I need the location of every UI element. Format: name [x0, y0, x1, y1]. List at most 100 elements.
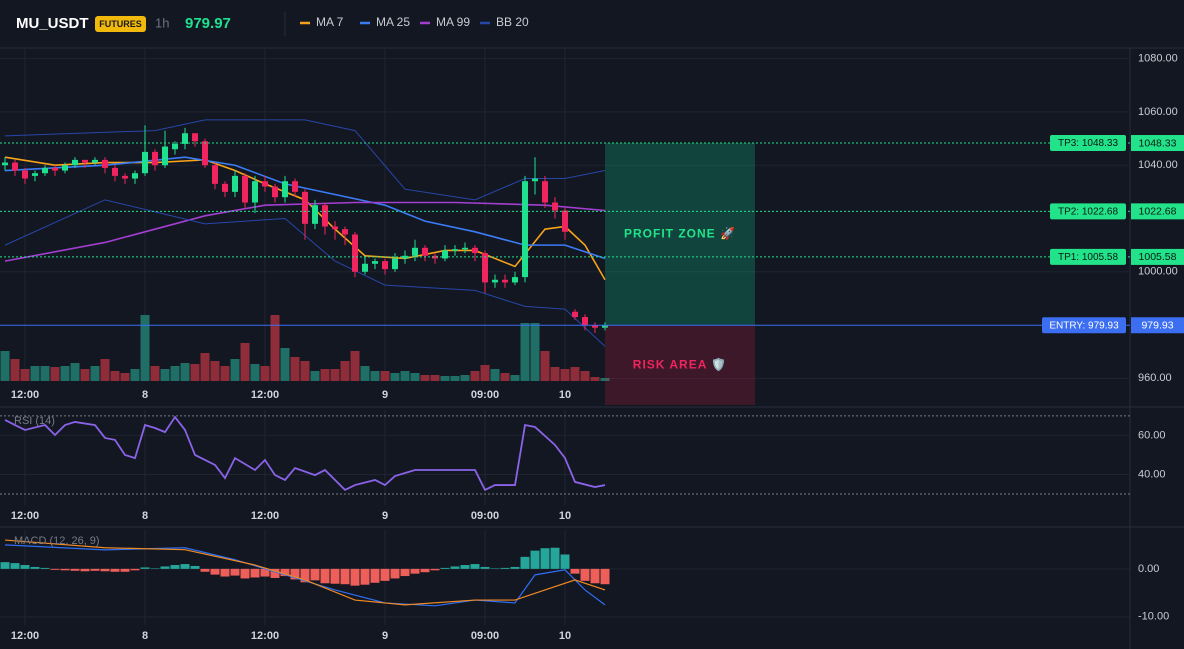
y-tick-label: 1080.00 — [1138, 53, 1178, 65]
volume-bar — [300, 361, 310, 381]
x-tick-label: 12:00 — [11, 630, 39, 642]
histogram-bar — [250, 568, 260, 578]
candle-body — [342, 229, 348, 235]
candle-body — [242, 175, 248, 203]
volume-bar — [440, 376, 450, 381]
histogram-bar — [510, 566, 520, 569]
volume-bar — [420, 375, 430, 381]
candle-body — [382, 261, 388, 270]
axis-tag: 1022.68 — [1139, 206, 1177, 218]
pane-title: MACD (12, 26, 9) — [14, 535, 100, 547]
volume-bar — [150, 366, 160, 381]
volume-bar — [90, 366, 100, 381]
volume-bar — [500, 373, 510, 381]
histogram-bar — [370, 568, 380, 583]
profit-zone-label: PROFIT ZONE 🚀 — [624, 226, 736, 240]
badge-bg — [95, 16, 146, 32]
indicator-line — [4, 156, 606, 260]
candle-body — [372, 261, 378, 264]
y-tick-label: 960.00 — [1138, 372, 1172, 384]
candle-body — [282, 181, 288, 198]
histogram-bar — [320, 568, 330, 584]
volume-bar — [30, 366, 40, 381]
candle-body — [162, 146, 168, 166]
candle-body — [212, 165, 218, 184]
histogram-bar — [190, 565, 200, 569]
volume-bar — [430, 375, 440, 381]
last-price: 979.97 — [185, 15, 231, 32]
histogram-bar — [300, 568, 310, 583]
candle-body — [392, 258, 398, 270]
volume-bar — [600, 378, 610, 381]
x-tick-label: 9 — [382, 630, 388, 642]
y-tick-label: 1000.00 — [1138, 266, 1178, 278]
legend-label: MA 7 — [316, 15, 344, 29]
histogram-bar — [460, 565, 470, 569]
candle-body — [452, 249, 458, 251]
histogram-bar — [400, 568, 410, 577]
symbol: MU_USDT — [16, 15, 89, 32]
level-tag: ENTRY: 979.93 — [1049, 320, 1119, 331]
candle-body — [502, 279, 508, 283]
volume-bar — [380, 371, 390, 381]
histogram-bar — [20, 565, 30, 569]
candle-body — [252, 181, 258, 203]
x-tick-label: 09:00 — [471, 510, 499, 522]
legend-label: BB 20 — [496, 15, 529, 29]
histogram-bar — [410, 568, 420, 574]
x-tick-label: 12:00 — [11, 389, 39, 401]
x-tick-label: 09:00 — [471, 630, 499, 642]
histogram-bar — [80, 568, 90, 572]
volume-bar — [70, 363, 80, 381]
histogram-bar — [530, 550, 540, 569]
x-tick-label: 9 — [382, 510, 388, 522]
histogram-bar — [520, 556, 530, 569]
candle-body — [132, 173, 138, 179]
histogram-bar — [350, 568, 360, 586]
volume-bar — [530, 323, 540, 381]
x-tick-label: 8 — [142, 510, 148, 522]
candle-body — [552, 202, 558, 211]
volume-bar — [560, 369, 570, 381]
candle-body — [222, 183, 228, 192]
histogram-bar — [420, 568, 430, 573]
candle-body — [172, 143, 178, 150]
histogram-bar — [170, 565, 180, 569]
macd-line — [4, 539, 606, 606]
candle-body — [582, 317, 588, 326]
histogram-bar — [500, 567, 510, 569]
candle-body — [422, 247, 428, 256]
volume-bar — [260, 366, 270, 381]
histogram-bar — [0, 562, 10, 569]
axis-tag: 1005.58 — [1139, 251, 1177, 263]
axis-tag-bg — [1131, 248, 1184, 265]
volume-bar — [580, 371, 590, 381]
histogram-bar — [130, 568, 140, 571]
volume-bar — [450, 376, 460, 381]
histogram-bar — [50, 568, 60, 570]
axis-tag-bg — [1131, 203, 1184, 220]
y-tick-label: 40.00 — [1138, 468, 1166, 480]
volume-bar — [400, 371, 410, 381]
x-tick-label: 9 — [382, 389, 388, 401]
legend-label: MA 25 — [376, 15, 410, 29]
level-tag: TP2: 1022.68 — [1058, 206, 1118, 217]
histogram-bar — [140, 567, 150, 569]
volume-bar — [360, 366, 370, 381]
candle-body — [472, 247, 478, 254]
candle-body — [12, 162, 18, 171]
histogram-bar — [70, 568, 80, 571]
candle-body — [462, 247, 468, 250]
axis-tag-bg — [1131, 135, 1184, 152]
histogram-bar — [560, 554, 570, 569]
level-tag-bg — [1050, 135, 1126, 152]
candle-body — [562, 210, 568, 232]
volume-bar — [510, 375, 520, 381]
histogram-bar — [10, 563, 20, 569]
risk-area-label: RISK AREA 🛡️ — [633, 357, 727, 371]
volume-bar — [250, 364, 260, 381]
candle-body — [442, 250, 448, 259]
candle-body — [322, 205, 328, 227]
legend-label: MA 99 — [436, 15, 470, 29]
histogram-bar — [100, 568, 110, 572]
